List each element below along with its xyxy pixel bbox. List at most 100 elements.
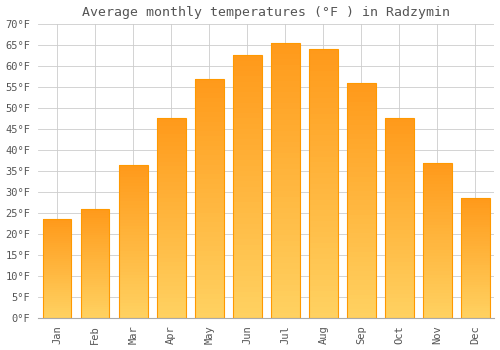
Bar [233,166,262,171]
Bar [81,299,110,301]
Bar [309,49,338,318]
Bar [423,237,452,240]
Bar [233,113,262,118]
Bar [385,254,414,258]
Bar [309,173,338,178]
Bar [119,180,148,183]
Bar [81,235,110,237]
Bar [81,272,110,274]
Bar [157,118,186,122]
Bar [233,239,262,245]
Bar [309,232,338,237]
Bar [461,248,490,251]
Bar [385,282,414,286]
Bar [385,226,414,230]
Bar [43,247,72,249]
Bar [461,241,490,244]
Bar [81,241,110,244]
Bar [347,144,376,149]
Bar [309,259,338,264]
Bar [271,186,300,191]
Bar [81,305,110,307]
Bar [119,275,148,278]
Bar [233,118,262,124]
Bar [157,250,186,254]
Bar [233,92,262,97]
Bar [157,162,186,166]
Bar [347,313,376,318]
Bar [81,261,110,264]
Bar [347,149,376,153]
Bar [385,214,414,218]
Bar [195,83,224,88]
Bar [347,238,376,243]
Bar [43,237,72,239]
Bar [81,213,110,215]
Bar [347,285,376,290]
Bar [423,240,452,243]
Bar [347,280,376,285]
Bar [309,313,338,318]
Bar [195,203,224,208]
Bar [309,307,338,313]
Bar [309,71,338,76]
Bar [309,275,338,280]
Bar [43,219,72,318]
Bar [43,310,72,312]
Bar [233,182,262,187]
Bar [461,277,490,280]
Bar [423,162,452,318]
Bar [157,198,186,202]
Bar [119,192,148,195]
Bar [157,142,186,146]
Bar [81,312,110,314]
Bar [309,119,338,124]
Bar [43,255,72,257]
Bar [195,198,224,203]
Bar [309,146,338,151]
Bar [461,220,490,222]
Bar [461,237,490,239]
Bar [119,290,148,294]
Bar [461,285,490,287]
Bar [385,170,414,174]
Bar [119,195,148,198]
Bar [461,275,490,277]
Bar [271,258,300,263]
Bar [347,158,376,163]
Bar [461,251,490,253]
Bar [423,259,452,262]
Bar [309,194,338,200]
Bar [119,177,148,180]
Bar [309,167,338,173]
Bar [385,138,414,142]
Bar [347,97,376,101]
Bar [461,222,490,225]
Bar [385,126,414,131]
Bar [423,287,452,290]
Bar [233,192,262,197]
Bar [119,251,148,254]
Bar [347,83,376,88]
Bar [43,312,72,314]
Bar [461,280,490,282]
Bar [119,202,148,204]
Bar [81,296,110,299]
Bar [461,263,490,265]
Bar [81,274,110,277]
Bar [81,281,110,283]
Bar [423,312,452,315]
Bar [43,229,72,231]
Bar [81,283,110,285]
Bar [233,292,262,297]
Bar [347,247,376,252]
Bar [461,234,490,237]
Bar [119,244,148,247]
Bar [347,304,376,309]
Bar [347,266,376,271]
Bar [195,304,224,308]
Bar [385,302,414,306]
Bar [385,270,414,274]
Bar [233,297,262,302]
Bar [423,218,452,222]
